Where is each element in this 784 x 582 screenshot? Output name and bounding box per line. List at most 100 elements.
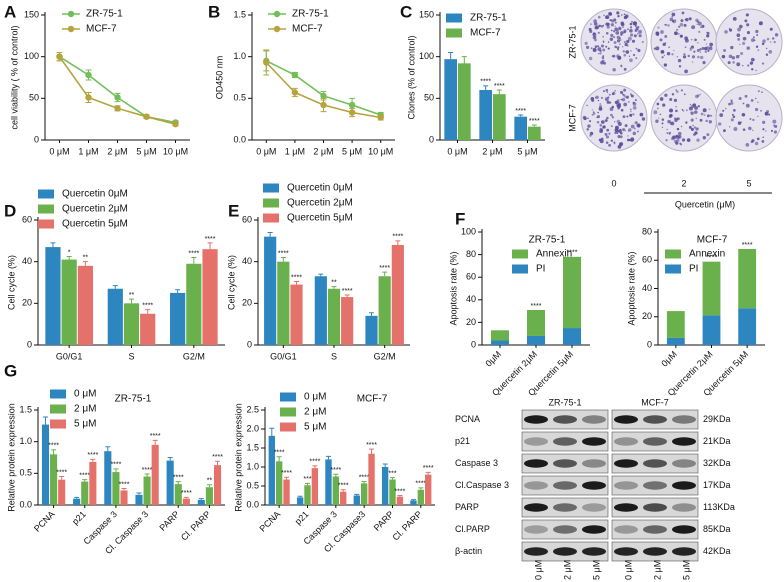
colony bbox=[703, 38, 706, 41]
colony bbox=[621, 92, 623, 94]
colony bbox=[699, 118, 703, 122]
colony bbox=[761, 139, 765, 143]
bar bbox=[202, 249, 218, 345]
colony bbox=[619, 135, 623, 139]
y-tick-label: 0 bbox=[27, 339, 32, 349]
y-tick-label: 0 bbox=[647, 339, 652, 349]
data-point bbox=[320, 101, 327, 109]
colony bbox=[690, 127, 694, 131]
colony bbox=[756, 34, 759, 36]
error-bar bbox=[207, 242, 213, 250]
colony bbox=[629, 33, 634, 37]
bar bbox=[182, 498, 190, 505]
error-bar bbox=[390, 477, 395, 480]
colony bbox=[610, 113, 613, 117]
colony bbox=[664, 23, 667, 26]
colony bbox=[584, 41, 588, 45]
error-bar bbox=[395, 240, 401, 245]
significance-label: **** bbox=[188, 250, 199, 257]
significance-label: ** bbox=[207, 478, 213, 485]
colony bbox=[673, 98, 678, 102]
colony bbox=[675, 28, 678, 31]
size-label: 113KDa bbox=[703, 502, 735, 512]
legend-label: Annexin bbox=[536, 249, 572, 260]
colony bbox=[683, 23, 687, 27]
blot-band bbox=[643, 437, 667, 446]
protein-label: PCNA bbox=[455, 414, 480, 424]
colony bbox=[705, 46, 710, 51]
axis-line bbox=[251, 12, 395, 141]
colony bbox=[752, 129, 754, 131]
colony bbox=[706, 31, 710, 35]
colony bbox=[742, 128, 746, 131]
error-bar bbox=[305, 482, 310, 486]
series-line bbox=[59, 55, 176, 124]
colony bbox=[587, 117, 589, 120]
colony bbox=[620, 64, 623, 67]
colony bbox=[684, 69, 688, 74]
colony bbox=[683, 93, 686, 96]
chart-title: MCF-7 bbox=[357, 394, 388, 405]
colony bbox=[737, 27, 741, 32]
colony bbox=[724, 30, 728, 34]
colony bbox=[595, 95, 599, 99]
colony bbox=[674, 31, 678, 36]
axis-line bbox=[37, 407, 225, 506]
legend-label: ZR-75-1 bbox=[292, 9, 329, 20]
colony bbox=[600, 44, 604, 48]
colony bbox=[718, 122, 722, 126]
x-tick-label: 0 μM bbox=[447, 146, 467, 156]
error-bar bbox=[215, 460, 221, 466]
significance-label: **** bbox=[87, 452, 98, 459]
colony bbox=[765, 53, 769, 56]
colony bbox=[748, 126, 752, 131]
bar bbox=[396, 496, 404, 505]
legend-swatch bbox=[50, 419, 66, 429]
x-tick-label: G0/G1 bbox=[56, 351, 83, 361]
bar bbox=[479, 90, 492, 140]
significance-label: **** bbox=[119, 481, 130, 488]
blot-band bbox=[672, 415, 696, 424]
y-tick-label: 80 bbox=[466, 249, 476, 259]
bar bbox=[296, 497, 304, 505]
error-bar bbox=[145, 309, 151, 314]
colony bbox=[596, 120, 600, 124]
error-bar bbox=[74, 496, 80, 499]
colony bbox=[588, 27, 592, 31]
colony bbox=[749, 61, 754, 65]
panel-letter: A bbox=[4, 2, 16, 21]
y-axis-label: Clones (% of control) bbox=[406, 35, 416, 119]
colony bbox=[629, 26, 633, 29]
colony bbox=[704, 50, 708, 53]
x-tick-label: 10 μM bbox=[163, 146, 188, 156]
size-label: 32KDa bbox=[703, 458, 731, 468]
bar bbox=[353, 495, 360, 505]
colony bbox=[697, 55, 700, 59]
bar bbox=[81, 481, 89, 505]
colony bbox=[769, 27, 773, 31]
colony bbox=[721, 54, 726, 59]
chart: 0 50 100 150 cell viability ( % of control) 0… bbox=[9, 9, 190, 156]
legend-marker bbox=[67, 25, 75, 33]
error-bar bbox=[82, 479, 88, 482]
error-bar bbox=[318, 273, 324, 277]
colony bbox=[680, 125, 683, 128]
bar bbox=[378, 276, 391, 345]
colony bbox=[660, 49, 665, 54]
error-bar bbox=[59, 476, 65, 480]
y-tick-label: 0 bbox=[429, 134, 434, 144]
bar bbox=[514, 116, 527, 140]
colony bbox=[608, 11, 612, 16]
colony bbox=[681, 11, 685, 15]
legend-label: Quercetin 2μM bbox=[287, 198, 353, 209]
blot-band bbox=[582, 547, 606, 556]
colony bbox=[635, 57, 638, 60]
colony bbox=[667, 119, 671, 124]
colony bbox=[762, 128, 765, 131]
error-bar bbox=[90, 458, 96, 462]
colony bbox=[728, 54, 733, 59]
colony bbox=[689, 103, 691, 106]
y-tick-label: 60 bbox=[22, 214, 32, 224]
colony bbox=[696, 138, 700, 142]
